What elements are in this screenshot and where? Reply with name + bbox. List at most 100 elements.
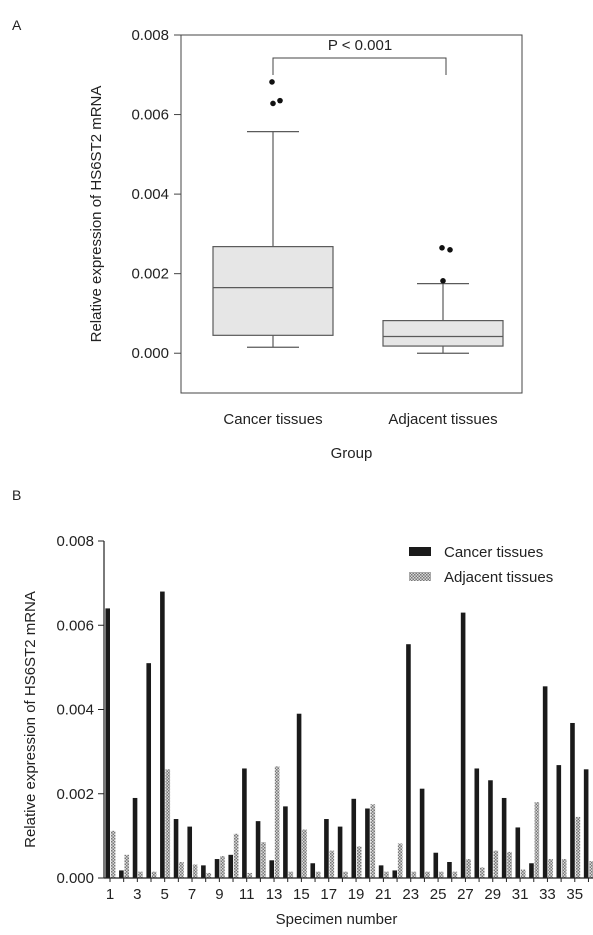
bar-adjacent bbox=[589, 861, 593, 878]
bar-adjacent bbox=[370, 804, 376, 878]
y-tick-label: 0.006 bbox=[56, 617, 94, 634]
x-tick-label: 25 bbox=[430, 886, 447, 903]
x-tick-label: 9 bbox=[215, 886, 223, 903]
plot-frame bbox=[180, 34, 523, 394]
bar-cancer bbox=[283, 806, 288, 878]
legend-label-adjacent: Adjacent tissues bbox=[444, 569, 553, 586]
outlier-point bbox=[270, 100, 276, 107]
bar-adjacent bbox=[425, 871, 430, 878]
bar-adjacent bbox=[165, 769, 171, 878]
boxes-group bbox=[212, 79, 504, 354]
x-tick-label: 31 bbox=[512, 886, 529, 903]
y-tick-label: 0.004 bbox=[131, 186, 169, 203]
y-axis-title: Relative expression of HS6ST2 mRNA bbox=[88, 86, 105, 343]
x-axis-title: Group bbox=[331, 445, 373, 462]
bar-adjacent bbox=[561, 859, 567, 878]
bar-cancer bbox=[255, 821, 261, 878]
y-tick-label: 0.008 bbox=[56, 533, 94, 550]
x-tick-label: 11 bbox=[239, 886, 255, 903]
bar-adjacent bbox=[233, 833, 239, 878]
x-tick-label: 29 bbox=[484, 886, 501, 903]
outlier-point bbox=[439, 245, 445, 251]
bar-adjacent bbox=[575, 816, 581, 878]
x-tick-label: 35 bbox=[566, 886, 583, 903]
bar-adjacent bbox=[356, 846, 362, 878]
x-tick-label: 33 bbox=[539, 886, 556, 903]
bar-cancer bbox=[214, 859, 220, 878]
bar-adjacent bbox=[315, 871, 321, 878]
bar-cancer bbox=[570, 722, 575, 878]
bar-adjacent bbox=[548, 859, 553, 878]
x-tick-label: 7 bbox=[188, 886, 196, 903]
bar-cancer bbox=[337, 826, 343, 878]
x-tick-label: 1 bbox=[106, 886, 114, 903]
y-tick-label: 0.000 bbox=[131, 345, 169, 362]
bar-cancer bbox=[324, 819, 329, 878]
panel-label-b: B bbox=[12, 487, 21, 503]
box-iqr bbox=[212, 246, 334, 336]
bar-adjacent bbox=[520, 869, 526, 878]
x-category-label: Adjacent tissues bbox=[388, 411, 497, 428]
bar-cancer bbox=[542, 686, 548, 878]
bar-adjacent bbox=[247, 872, 253, 878]
bar-adjacent bbox=[507, 851, 512, 878]
legend-swatch-adjacent bbox=[409, 572, 431, 581]
bracket-line bbox=[272, 57, 447, 75]
bar-cancer bbox=[529, 863, 534, 878]
bar-adjacent bbox=[179, 861, 184, 878]
bar-cancer bbox=[460, 612, 466, 878]
x-category-labels: Cancer tissues Adjacent tissues bbox=[223, 411, 497, 428]
bar-cancer bbox=[365, 808, 370, 878]
panel-label-a: A bbox=[12, 17, 22, 33]
bar-adjacent bbox=[138, 871, 143, 878]
bar-adjacent bbox=[479, 867, 485, 878]
outlier-point bbox=[277, 97, 283, 104]
bar-adjacent bbox=[493, 850, 499, 878]
bar-cancer bbox=[160, 591, 165, 878]
bar-cancer bbox=[556, 765, 562, 878]
bar-adjacent bbox=[151, 871, 157, 878]
p-value-annotation: P < 0.001 bbox=[328, 37, 392, 54]
x-tick-label: 15 bbox=[293, 886, 310, 903]
bar-cancer bbox=[173, 819, 179, 878]
bar-cancer bbox=[447, 861, 452, 878]
y-axis-title: Relative expression of HS6ST2 mRNA bbox=[22, 591, 39, 848]
bar-adjacent bbox=[411, 871, 417, 878]
bar-adjacent bbox=[438, 871, 444, 878]
bar-cancer bbox=[242, 768, 247, 878]
bar-cancer bbox=[119, 870, 124, 878]
bar-cancer bbox=[488, 780, 493, 878]
bar-cancer bbox=[433, 852, 439, 878]
bar-adjacent bbox=[329, 850, 335, 878]
bar-cancer bbox=[132, 797, 138, 878]
outlier-point bbox=[269, 79, 275, 85]
legend: Cancer tissues Adjacent tissues bbox=[409, 544, 553, 586]
bar-adjacent bbox=[110, 830, 116, 878]
x-axis-ticks: 1 3 5 7 9 11 13 15 17 19 21 23 25 27 29 31 33 35 bbox=[106, 878, 589, 903]
bar-cancer bbox=[146, 663, 152, 878]
x-tick-label: 27 bbox=[457, 886, 474, 903]
panel-a-box-plot: A 0.000 0.002 0.004 0.006 0.008 P < 0.001 Ca… bbox=[12, 17, 523, 462]
bar-cancer bbox=[310, 863, 316, 878]
bar-cancer bbox=[105, 608, 110, 878]
y-tick-label: 0.006 bbox=[131, 107, 169, 124]
outlier-point bbox=[440, 278, 446, 284]
y-tick-label: 0.000 bbox=[56, 870, 94, 887]
bar-adjacent bbox=[534, 802, 540, 878]
bar-adjacent bbox=[466, 859, 471, 878]
y-tick-label: 0.004 bbox=[56, 702, 94, 719]
y-axis-ticks: 0.000 0.002 0.004 0.006 0.008 bbox=[56, 533, 104, 887]
bar-adjacent bbox=[384, 871, 389, 878]
bar-cancer bbox=[351, 798, 357, 878]
bar-adjacent bbox=[206, 872, 212, 878]
legend-swatch-cancer bbox=[409, 547, 431, 556]
bar-cancer bbox=[419, 788, 425, 878]
bar-cancer bbox=[501, 797, 507, 878]
box-plot-svg: A 0.000 0.002 0.004 0.006 0.008 P < 0.001 Ca… bbox=[12, 17, 523, 462]
bar-cancer bbox=[583, 769, 589, 878]
bar-adjacent bbox=[302, 829, 307, 878]
bar-cancer bbox=[406, 644, 411, 878]
y-tick-label: 0.002 bbox=[131, 266, 169, 283]
bar-cancer bbox=[228, 854, 234, 878]
